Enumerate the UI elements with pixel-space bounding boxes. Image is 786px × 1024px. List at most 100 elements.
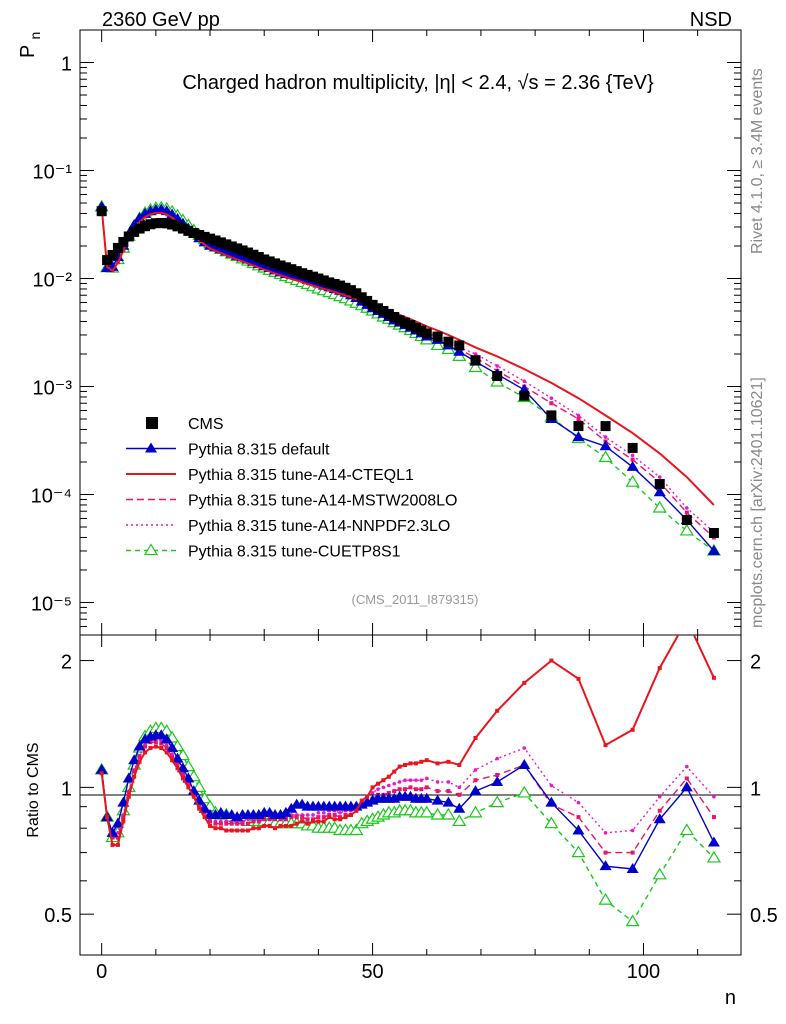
series-4-ratio-point (376, 787, 380, 792)
series-0-point (362, 295, 373, 306)
series-3-point (630, 457, 635, 462)
series-2-ratio-point (115, 842, 120, 847)
series-2-ratio-point (392, 769, 397, 774)
series-2-ratio-point (273, 826, 278, 831)
series-3-ratio-point (327, 812, 332, 817)
series-2-ratio-point (397, 764, 402, 769)
series-2-ratio-point (105, 815, 110, 820)
series-4-ratio-point (370, 791, 375, 795)
series-4-point (549, 396, 554, 400)
series-0-point (280, 262, 291, 273)
series-2-ratio-point (137, 759, 142, 764)
series-1-ratio-point (111, 817, 124, 828)
analysis-tag: (CMS_2011_I879315) (352, 592, 479, 607)
series-0-point (318, 275, 329, 286)
series-1-ratio-point (545, 796, 558, 807)
series-0-point (291, 266, 302, 277)
axes: 0 50 100 1 10⁻¹ 10⁻² 10⁻³ 10⁻⁴ 10⁻⁵ 0.5 0.5 1 1 2 2 (31, 29, 778, 983)
series-3-ratio-point (126, 790, 131, 795)
series-0-point (383, 308, 394, 319)
series-5-ratio-line (101, 727, 715, 923)
series-1-ratio-point (166, 742, 179, 753)
series-2-ratio-point (386, 774, 391, 779)
series-0-point (242, 247, 253, 258)
series-0-point (188, 227, 199, 238)
series-4-ratio-point (403, 778, 407, 782)
series-3-ratio-point (115, 835, 120, 840)
series-3-ratio-point (413, 787, 418, 792)
series-0-point (378, 306, 389, 317)
series-2-ratio-point (321, 819, 326, 824)
series-2-ratio-point (419, 759, 424, 764)
series-2-ratio-point (170, 758, 175, 763)
y-tick-label: 10⁻² (33, 270, 73, 292)
series-3-ratio-point (305, 817, 310, 822)
y-tick-label: 1 (61, 54, 72, 76)
series-2-ratio-point (245, 828, 250, 833)
series-2-ratio-point (522, 680, 527, 685)
series-4-ratio-point (381, 785, 386, 790)
legend-label: Pythia 8.315 tune-A14-CTEQL1 (188, 467, 414, 484)
series-3-ratio-point (473, 778, 478, 783)
series-2-ratio-point (202, 815, 207, 820)
series-3-ratio-point (137, 755, 142, 760)
series-0-point (259, 254, 270, 265)
series-2-ratio-point (375, 781, 380, 786)
series-0-point (313, 273, 324, 284)
series-0-point (118, 236, 129, 247)
series-3-ratio-point (143, 744, 148, 749)
series-0-point (270, 258, 281, 269)
series-0-point (286, 264, 297, 275)
series-0-point (177, 223, 188, 234)
series-0-point (210, 235, 221, 246)
series-3-ratio-point (338, 815, 343, 820)
series-4-point (522, 379, 527, 383)
series-0-point (654, 479, 665, 490)
series-1-point (707, 544, 720, 555)
legend-swatch-marker (143, 543, 159, 556)
series-3-ratio-point (202, 810, 207, 815)
series-2-ratio-point (235, 828, 240, 833)
series-3-ratio-point (213, 821, 218, 826)
series-2-ratio-point (424, 758, 429, 763)
series-3-point (549, 401, 554, 406)
series-1-ratio-point (572, 824, 585, 835)
series-3-ratio-point (170, 755, 175, 760)
series-1-ratio-point (420, 792, 433, 803)
series-0-point (96, 206, 107, 217)
series-4-point (657, 475, 662, 479)
series-0-point (253, 252, 264, 263)
series-2-ratio-point (354, 808, 359, 813)
series-1-ratio-point (469, 785, 482, 796)
series-1-ratio-point (626, 863, 639, 874)
series-0-point (416, 325, 427, 336)
series-2-ratio-point (208, 823, 213, 828)
series-4-ratio-point (397, 780, 402, 784)
chart-title: Charged hadron multiplicity, |η| < 2.4, … (182, 72, 654, 94)
series-3-ratio-point (711, 815, 716, 820)
series-3-ratio-point (316, 815, 321, 820)
series-0-point (205, 233, 216, 244)
series-2-ratio-point (191, 794, 196, 799)
series-5-ratio-point (679, 823, 694, 836)
series-0-point (492, 371, 503, 382)
series-1-ratio-point (653, 813, 666, 824)
series-2-ratio-point (121, 819, 126, 824)
series-1-ratio-point (133, 740, 146, 751)
series-1-ratio-point (95, 763, 108, 774)
series-5-ratio-point (625, 914, 640, 927)
series-2-ratio-point (164, 750, 169, 755)
series-4-ratio-point (657, 794, 662, 799)
series-4-ratio-point (457, 785, 462, 790)
series-2-ratio-point (711, 675, 716, 680)
series-3-ratio-point (159, 741, 164, 746)
series-3-ratio-point (110, 835, 115, 840)
legend-label: Pythia 8.315 default (188, 442, 330, 459)
series-0-point (324, 277, 335, 288)
series-2-ratio-point (186, 785, 191, 790)
series-4-point (473, 352, 478, 356)
series-0-point (194, 229, 205, 240)
y-axis-label: P n (17, 32, 43, 58)
series-2-ratio-point (657, 666, 662, 671)
series-0-point (145, 219, 156, 230)
